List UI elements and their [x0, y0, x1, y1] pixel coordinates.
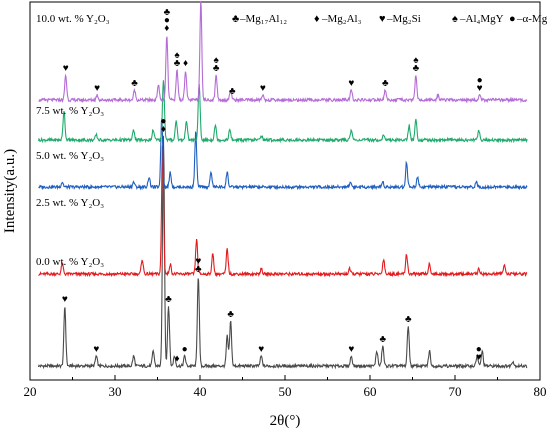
phase-marker: ♥ [477, 83, 483, 94]
phase-markers-group: ♥♥●♦♣♦●♥♣♣♥♥♣♣●♥♥♥♣♣●♦♠♣♦♠♥♣♦♠♣♣♥♥♣♠♣●♥ [62, 7, 483, 365]
phase-marker: ● [160, 116, 166, 127]
phase-marker: ♥ [348, 78, 354, 89]
phase-marker: ♥ [63, 63, 69, 74]
phase-marker: ♦ [174, 354, 179, 365]
phase-marker: ♥ [348, 344, 354, 355]
legend-symbol-3: ♠ [452, 13, 458, 25]
phase-marker: ● [476, 344, 482, 355]
series-line-1 [38, 145, 528, 278]
phase-marker: ♥ [258, 344, 264, 355]
phase-marker: ♣ [131, 78, 138, 89]
phase-marker: ♥ [62, 294, 68, 305]
x-tick-label: 30 [109, 384, 122, 399]
phase-marker: ♣ [165, 294, 172, 305]
phase-marker: ♣ [213, 63, 220, 74]
phase-marker: ● [164, 15, 170, 26]
phase-marker: ♣ [174, 58, 181, 69]
phase-marker: ♥ [94, 83, 100, 94]
phase-marker: ♠ [413, 55, 419, 66]
legend-label-0: –Mg₁₇Al₁₂ [239, 13, 287, 25]
legend-symbol-2: ♥ [379, 13, 386, 25]
legend: ♣ –Mg₁₇Al₁₂ ♦ –Mg₂Al₃ ♥ –Mg₂Si ♠ –Al₄MgY ● –α-Mg [232, 13, 548, 25]
curve-label-2: 5.0 wt. % Y₂O₃ [36, 150, 104, 162]
series-line-4 [38, 1, 528, 104]
curve-label-4: 10.0 wt. % Y₂O₃ [36, 13, 110, 25]
curves-group [37, 1, 528, 370]
legend-label-2: –Mg₂Si [386, 13, 421, 25]
phase-marker: ♣ [227, 309, 234, 320]
phase-marker: ♦ [183, 58, 188, 69]
phase-marker: ♥ [476, 352, 482, 363]
phase-marker: ♣ [382, 78, 389, 89]
legend-symbol-1: ♦ [314, 13, 320, 25]
curve-label-0: 0.0 wt. % Y₂O₃ [36, 256, 104, 268]
legend-label-4: –α-Mg [516, 13, 548, 25]
phase-marker: ♥ [260, 83, 266, 94]
phase-marker: ♣ [195, 264, 202, 275]
phase-marker: ♣ [405, 314, 412, 325]
curve-label-1: 2.5 wt. % Y₂O₃ [36, 197, 104, 209]
legend-symbol-0: ♣ [232, 13, 239, 25]
x-axis-ticks: 20 30 40 50 60 70 80 [24, 375, 547, 399]
phase-marker: ● [182, 344, 188, 355]
x-tick-label: 70 [449, 384, 462, 399]
phase-marker: ♣ [229, 86, 236, 97]
phase-marker: ♣ [413, 63, 420, 74]
legend-symbol-4: ● [509, 13, 516, 25]
x-tick-label: 60 [364, 384, 377, 399]
x-axis-title: 2θ(°) [270, 413, 301, 429]
phase-marker: ♣ [164, 7, 171, 18]
plot-frame [29, 1, 541, 381]
series-line-2 [38, 118, 528, 191]
series-line-0 [37, 135, 528, 370]
series-line-3 [37, 80, 528, 144]
phase-marker: ● [477, 75, 483, 86]
legend-label-3: –Al₄MgY [459, 13, 504, 25]
phase-marker: ♥ [93, 344, 99, 355]
x-tick-label: 50 [279, 384, 292, 399]
y-axis-title: Intensity(a.u.) [2, 149, 18, 233]
phase-marker: ♠ [213, 55, 219, 66]
phase-marker: ♠ [174, 50, 180, 61]
legend-label-1: –Mg₂Al₃ [321, 13, 362, 25]
curve-label-3: 7.5 wt. % Y₂O₃ [36, 105, 104, 117]
phase-marker: ♣ [379, 334, 386, 345]
curve-labels-group: 0.0 wt. % Y₂O₃ 2.5 wt. % Y₂O₃ 5.0 wt. % Y₂… [36, 13, 110, 268]
phase-marker: ♥ [195, 256, 201, 267]
phase-marker: ♦ [161, 124, 166, 135]
x-tick-label: 80 [534, 384, 547, 399]
phase-marker: ♦ [164, 23, 169, 34]
x-tick-label: 40 [194, 384, 207, 399]
x-tick-label: 20 [24, 384, 37, 399]
